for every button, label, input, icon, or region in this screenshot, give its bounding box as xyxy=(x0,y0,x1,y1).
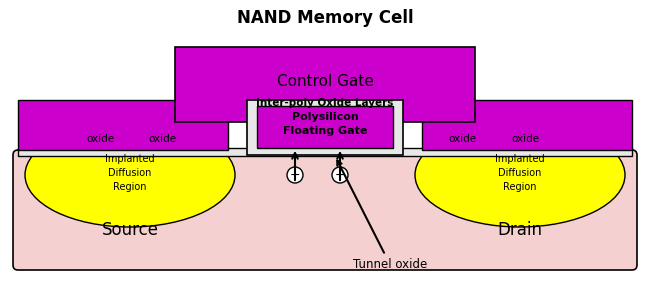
Text: oxide: oxide xyxy=(448,134,476,144)
Text: Tunnel oxide: Tunnel oxide xyxy=(337,161,427,271)
Bar xyxy=(247,100,403,155)
Text: −: − xyxy=(290,168,300,181)
Bar xyxy=(175,47,475,122)
Text: Polysilicon
Floating Gate: Polysilicon Floating Gate xyxy=(283,112,367,136)
Text: oxide: oxide xyxy=(148,134,176,144)
Text: Drain: Drain xyxy=(497,221,543,239)
Text: Control Gate: Control Gate xyxy=(276,75,374,90)
Text: oxide: oxide xyxy=(511,134,539,144)
Text: Implanted
Diffusion
Region: Implanted Diffusion Region xyxy=(495,154,545,192)
Text: Inter-poly Oxide Layers: Inter-poly Oxide Layers xyxy=(256,98,394,108)
FancyBboxPatch shape xyxy=(13,150,637,270)
Text: Implanted
Diffusion
Region: Implanted Diffusion Region xyxy=(105,154,155,192)
Circle shape xyxy=(332,167,348,183)
Bar xyxy=(422,100,632,150)
Text: −: − xyxy=(335,168,345,181)
Ellipse shape xyxy=(415,123,625,227)
Circle shape xyxy=(287,167,303,183)
Bar xyxy=(18,148,632,156)
Bar xyxy=(257,106,393,148)
Ellipse shape xyxy=(25,123,235,227)
Text: Source: Source xyxy=(101,221,159,239)
Text: oxide: oxide xyxy=(86,134,114,144)
Bar xyxy=(18,100,228,150)
Text: NAND Memory Cell: NAND Memory Cell xyxy=(237,9,413,27)
